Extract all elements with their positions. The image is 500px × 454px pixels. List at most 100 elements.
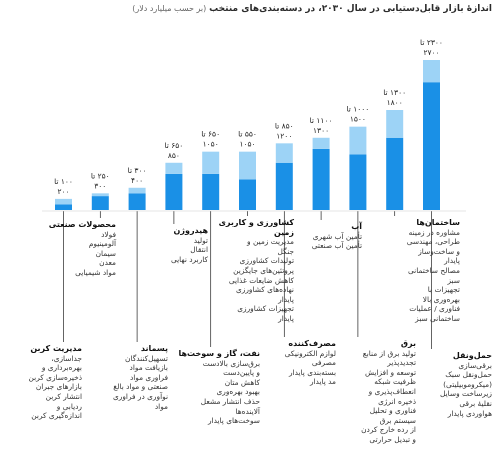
label-item: بسته‌بندی پایدار (288, 367, 336, 377)
label-item: نهاده‌های کشاورزی (235, 285, 294, 295)
label-item: پایدار (278, 294, 294, 304)
label-power: برق تولید برق از منابع تجدیدپذیر توسعه و… (336, 339, 416, 445)
label-item: ساختمانی سبز (415, 313, 460, 323)
bar-label-low: ۲۵۰ تا (91, 171, 110, 180)
label-water-head: آب (351, 222, 362, 231)
label-item: بهبود بهره‌وری (216, 387, 261, 397)
bar-label-high: ۲۰۰ (57, 187, 69, 196)
label-carbon-head: مدیریت کربن (30, 344, 82, 353)
label-item: پایدار (444, 256, 460, 266)
label-item: سیستم برق (379, 415, 416, 425)
bar-label-high: ۱۵۰۰ (350, 115, 366, 124)
label-industrial-head: محصولات صنعتی (48, 220, 116, 229)
label-consumer: مصرف‌کننده لوازم الکترونیکی مصرفی بسته‌ب… (262, 339, 336, 387)
leader-lines (63, 211, 432, 349)
label-item: تجهیزات با (427, 285, 460, 295)
bar-range (91, 193, 109, 197)
label-buildings-head: ساختمان‌ها (416, 218, 460, 227)
label-item: حمل‌ونقل سبک (445, 370, 492, 380)
label-item: و تبدیل حرارتی (369, 434, 416, 444)
label-item: مد پایدار (309, 377, 336, 387)
label-item: ظرفیت شبکه (374, 377, 416, 387)
bar-label-high: ۸۵۰ (168, 151, 180, 160)
bar-label-high: ۱۰۵۰ (203, 140, 219, 149)
label-item: تولید برق از منابع (362, 348, 416, 358)
label-buildings: ساختمان‌ها مشاوره در زمینه طراحی، مهندسی… (368, 218, 460, 324)
label-item: کاربرد نهایی (170, 254, 208, 264)
label-item: تسهیل‌کنندگان (125, 353, 168, 363)
label-item: زیرساخت وسایل (440, 389, 492, 399)
label-item: و ساخت‌وساز (418, 246, 460, 256)
bar-range (128, 187, 146, 194)
bar-range (275, 143, 293, 163)
label-item: طراحی، مهندسی (406, 237, 460, 247)
label-item: انعطاف‌پذیری و (368, 386, 416, 396)
label-item: فناوری / عملیات (409, 304, 460, 314)
bar-low (128, 193, 146, 210)
label-item: از رده خارج کردن (361, 425, 416, 435)
bar-low (165, 173, 183, 210)
label-item: ذخیره انرژی (378, 396, 416, 406)
bar-low (275, 162, 293, 210)
label-item: مدیریت زمین و (247, 237, 294, 247)
bar-low (202, 173, 220, 210)
label-item: نقلیهٔ برقی (459, 398, 492, 408)
bar-label-low: ۱۰۰۰ تا (346, 105, 369, 114)
label-item: حذف انتشار مشعل (200, 396, 260, 406)
label-item: فراوری مواد (129, 372, 168, 382)
bar-label-low: ۶۵۰ تا (164, 141, 183, 150)
label-item: تولیدات کشاورزی (239, 256, 294, 266)
chart-title: اندازهٔ بازار قابل‌دستیابی در سال ۲۰۳۰، … (209, 4, 492, 14)
label-item: توسعه و افزایش (364, 367, 416, 377)
label-oilgas-head: نفت، گاز و سوخت‌ها (178, 349, 260, 358)
label-transport: حمل‌ونقل برقی‌سازی حمل‌ونقل سبک (میکرومو… (408, 351, 492, 418)
chart-subtitle: (بر حسب میلیارد دلار) (132, 4, 207, 13)
bar-label-high: ۲۷۰۰ (423, 48, 439, 57)
label-item: سبز (447, 275, 460, 285)
label-item: مواد (154, 401, 168, 411)
label-item: بهره‌برداری و (41, 363, 82, 373)
label-item: برق‌سازی بالادست (202, 358, 260, 368)
bar-range (202, 151, 220, 174)
bar-label-low: ۵۵۰ تا (238, 130, 257, 139)
label-item: کاهش متان (224, 377, 260, 387)
bar-label-low: ۱۱۰۰ تا (310, 116, 333, 125)
label-item: پروتئین‌های جایگزین (233, 265, 294, 275)
bar-label-low: ۶۵۰ تا (201, 130, 220, 139)
label-water: آب تأمین آب شهری تأمین آب صنعتی (292, 222, 362, 251)
label-agriculture: کشاورزی و کاربری زمین مدیریت زمین و جنگل… (206, 218, 294, 324)
label-item: بازارهای جبران (35, 382, 82, 392)
label-item: لوازم الکترونیکی (284, 348, 336, 358)
label-item: آلاینده‌ها (235, 406, 260, 416)
label-item: تجدیدپذیر (387, 358, 416, 368)
bar-label-high: ۱۰۵۰ (239, 140, 255, 149)
bar-range (349, 126, 367, 155)
label-item: کاهش ضایعات غذایی (228, 275, 294, 285)
chart-title-block: اندازهٔ بازار قابل‌دستیابی در سال ۲۰۳۰، … (12, 4, 492, 14)
bar-label-high: ۱۲۰۰ (276, 131, 292, 140)
label-waste-head: پسماند (140, 344, 168, 353)
label-item: هواوردی پایدار (447, 408, 492, 418)
label-item: پایدار (278, 313, 294, 323)
bar-low (91, 196, 109, 210)
label-item: تأمین آب شهری (312, 231, 362, 241)
label-hydrogen-head: هیدروژن (173, 226, 208, 235)
label-item: ردیابی و (56, 401, 82, 411)
bar-range (165, 162, 183, 174)
label-power-head: برق (400, 339, 416, 348)
label-item: تولید (193, 235, 208, 245)
bar-label-high: ۱۸۰۰ (387, 98, 403, 107)
label-item: سوخت‌های پایدار (208, 416, 260, 426)
label-item: اندازه‌گیری کربن (31, 411, 82, 421)
bar-label-high: ۱۳۰۰ (313, 126, 329, 135)
label-item: مصالح ساختمانی (408, 265, 460, 275)
label-item: بازیافت مواد (129, 363, 168, 373)
label-item: تأمین آب صنعتی (311, 241, 362, 251)
label-item: بهره‌وری بالا (422, 294, 460, 304)
bar-low (423, 82, 440, 210)
label-waste: پسماند تسهیل‌کنندگان بازیافت مواد فراوری… (94, 344, 168, 411)
bar-low (349, 154, 367, 210)
bar-low (239, 179, 256, 210)
